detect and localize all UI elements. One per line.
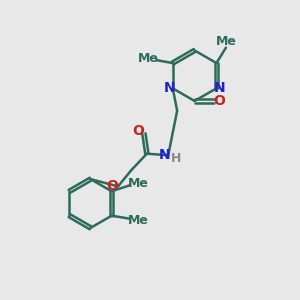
Text: Me: Me xyxy=(138,52,158,65)
Text: Me: Me xyxy=(215,34,236,48)
Text: N: N xyxy=(159,148,170,162)
Text: N: N xyxy=(214,81,226,95)
Text: N: N xyxy=(163,81,175,95)
Text: O: O xyxy=(133,124,145,138)
Text: Me: Me xyxy=(128,214,148,226)
Text: H: H xyxy=(170,152,181,165)
Text: O: O xyxy=(213,94,225,108)
Text: O: O xyxy=(107,179,118,194)
Text: Me: Me xyxy=(128,177,148,190)
